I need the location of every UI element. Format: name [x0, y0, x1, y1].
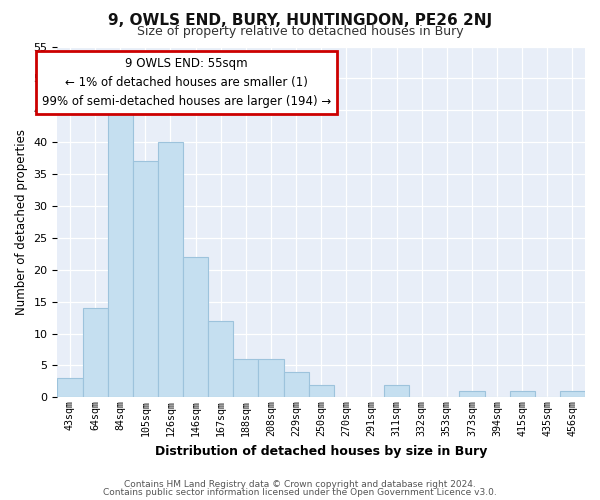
Bar — [284, 372, 308, 398]
Bar — [509, 391, 535, 398]
X-axis label: Distribution of detached houses by size in Bury: Distribution of detached houses by size … — [155, 444, 487, 458]
Bar — [58, 378, 83, 398]
Bar — [183, 257, 208, 398]
Bar — [259, 359, 284, 398]
Text: Size of property relative to detached houses in Bury: Size of property relative to detached ho… — [137, 25, 463, 38]
Bar — [208, 321, 233, 398]
Bar — [384, 384, 409, 398]
Y-axis label: Number of detached properties: Number of detached properties — [15, 129, 28, 315]
Bar — [233, 359, 259, 398]
Text: Contains HM Land Registry data © Crown copyright and database right 2024.: Contains HM Land Registry data © Crown c… — [124, 480, 476, 489]
Bar — [158, 142, 183, 398]
Bar — [133, 162, 158, 398]
Bar — [107, 104, 133, 398]
Bar — [83, 308, 107, 398]
Text: 9 OWLS END: 55sqm
← 1% of detached houses are smaller (1)
99% of semi-detached h: 9 OWLS END: 55sqm ← 1% of detached house… — [42, 57, 331, 108]
Bar — [308, 384, 334, 398]
Text: 9, OWLS END, BURY, HUNTINGDON, PE26 2NJ: 9, OWLS END, BURY, HUNTINGDON, PE26 2NJ — [108, 12, 492, 28]
Bar — [560, 391, 585, 398]
Text: Contains public sector information licensed under the Open Government Licence v3: Contains public sector information licen… — [103, 488, 497, 497]
Bar — [460, 391, 485, 398]
